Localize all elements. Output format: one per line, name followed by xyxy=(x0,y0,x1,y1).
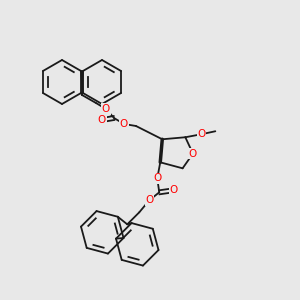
Text: O: O xyxy=(197,129,206,139)
Text: O: O xyxy=(102,104,110,114)
Text: O: O xyxy=(189,148,197,159)
Text: O: O xyxy=(145,195,153,205)
Text: O: O xyxy=(120,119,128,129)
Text: O: O xyxy=(98,115,106,125)
Text: O: O xyxy=(153,173,161,183)
Text: O: O xyxy=(169,185,177,195)
